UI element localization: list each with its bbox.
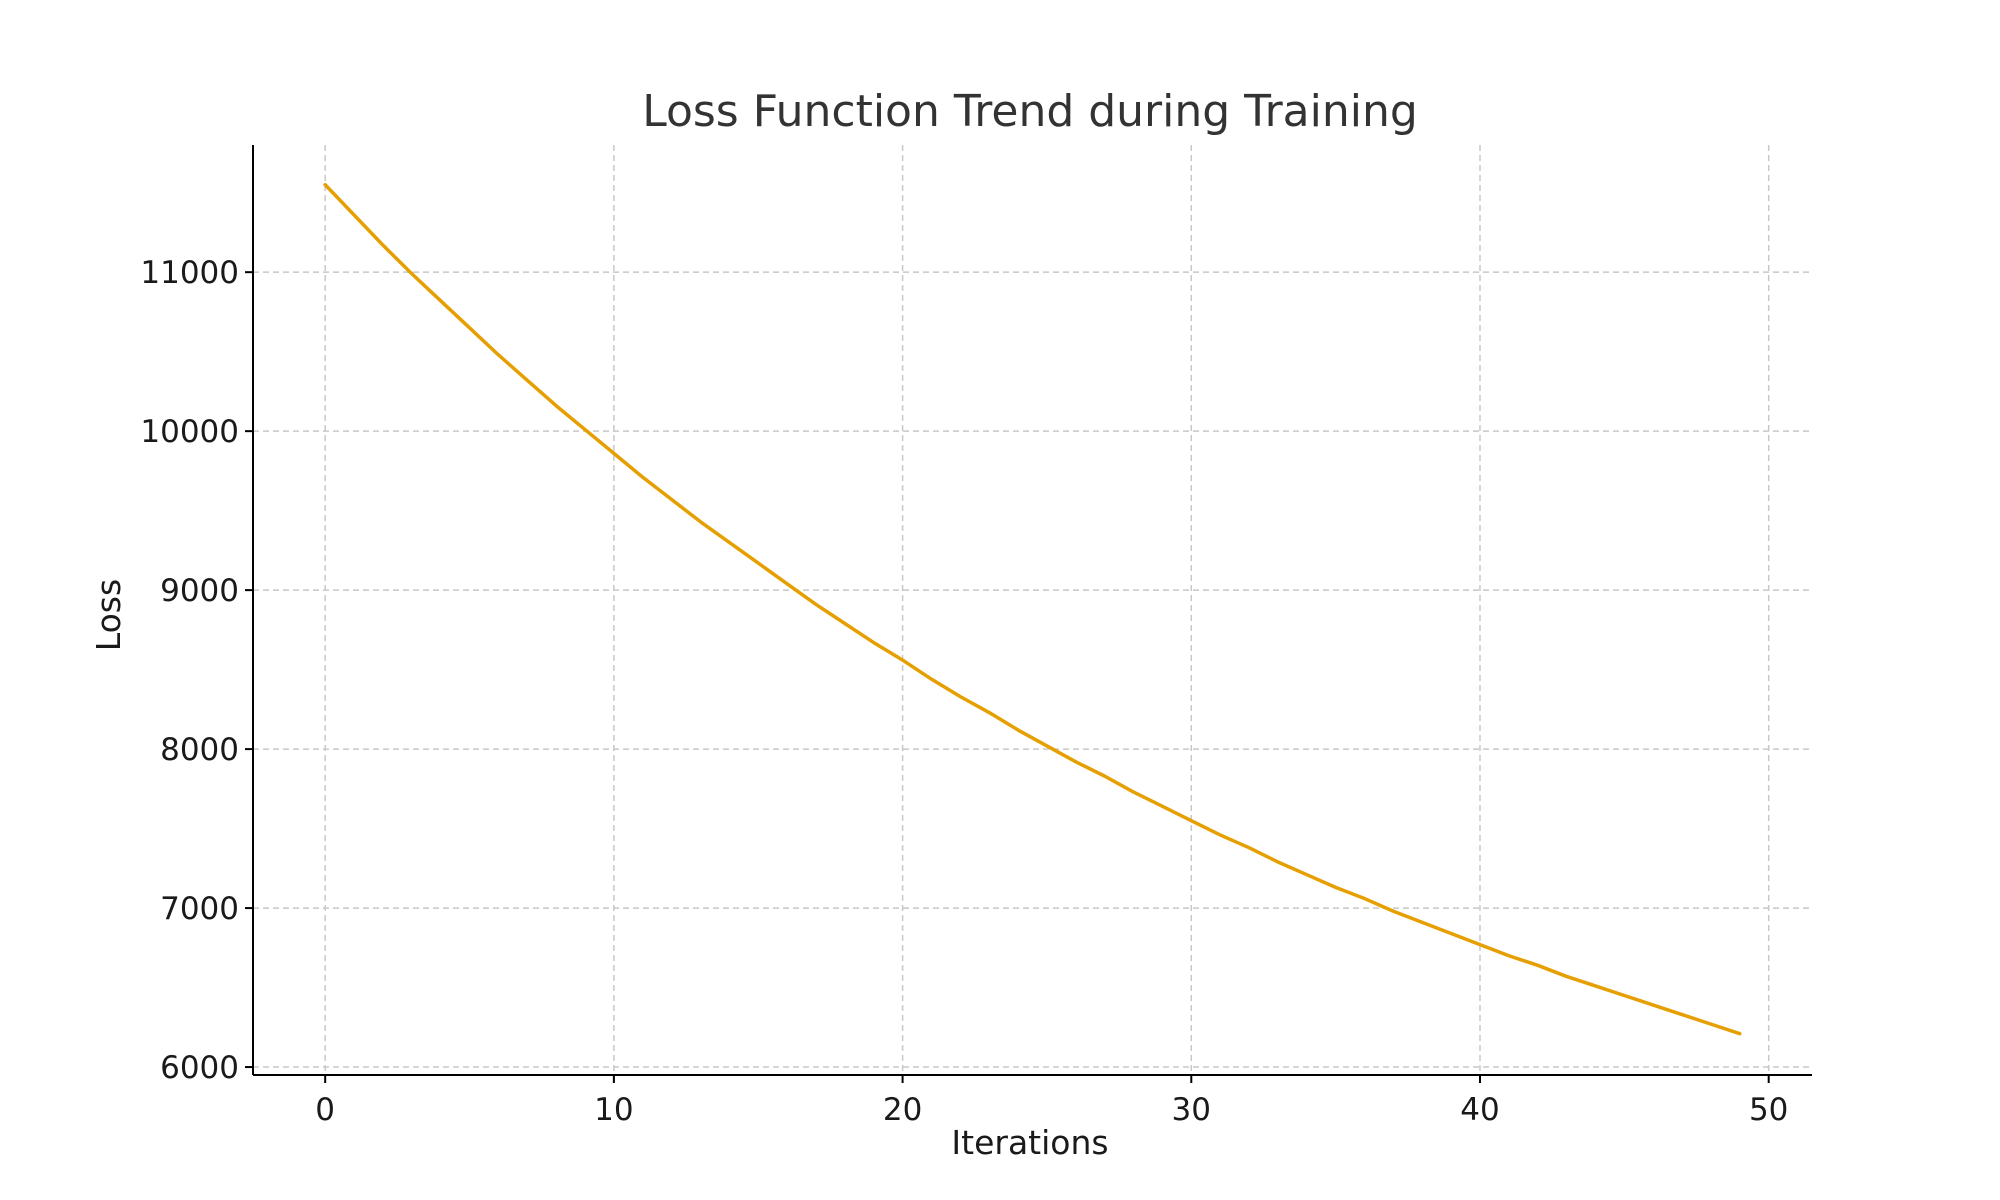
chart-title: Loss Function Trend during Training	[642, 86, 1418, 137]
x-axis-ticks: 0 10 20 30 40 50	[315, 1075, 1788, 1128]
series-line-loss	[323, 182, 1742, 1036]
x-tick-label: 50	[1749, 1092, 1788, 1128]
x-tick-label: 20	[883, 1092, 922, 1128]
y-tick-label: 6000	[160, 1050, 239, 1086]
y-tick-label: 7000	[160, 891, 239, 927]
grid-lines	[253, 145, 1812, 1075]
y-tick-label: 9000	[160, 573, 239, 609]
series-group	[323, 182, 1742, 1036]
y-tick-label: 10000	[140, 414, 239, 450]
x-tick-label: 0	[315, 1092, 335, 1128]
x-tick-label: 40	[1460, 1092, 1499, 1128]
y-tick-label: 8000	[160, 732, 239, 768]
axes	[252, 145, 1812, 1076]
x-axis-label: Iterations	[951, 1123, 1108, 1162]
x-tick-label: 30	[1172, 1092, 1211, 1128]
y-axis-ticks: 6000 7000 8000 9000 10000 11000	[140, 255, 253, 1086]
y-tick-label: 11000	[140, 255, 239, 291]
x-tick-label: 10	[594, 1092, 633, 1128]
y-axis-label: Loss	[89, 579, 128, 651]
